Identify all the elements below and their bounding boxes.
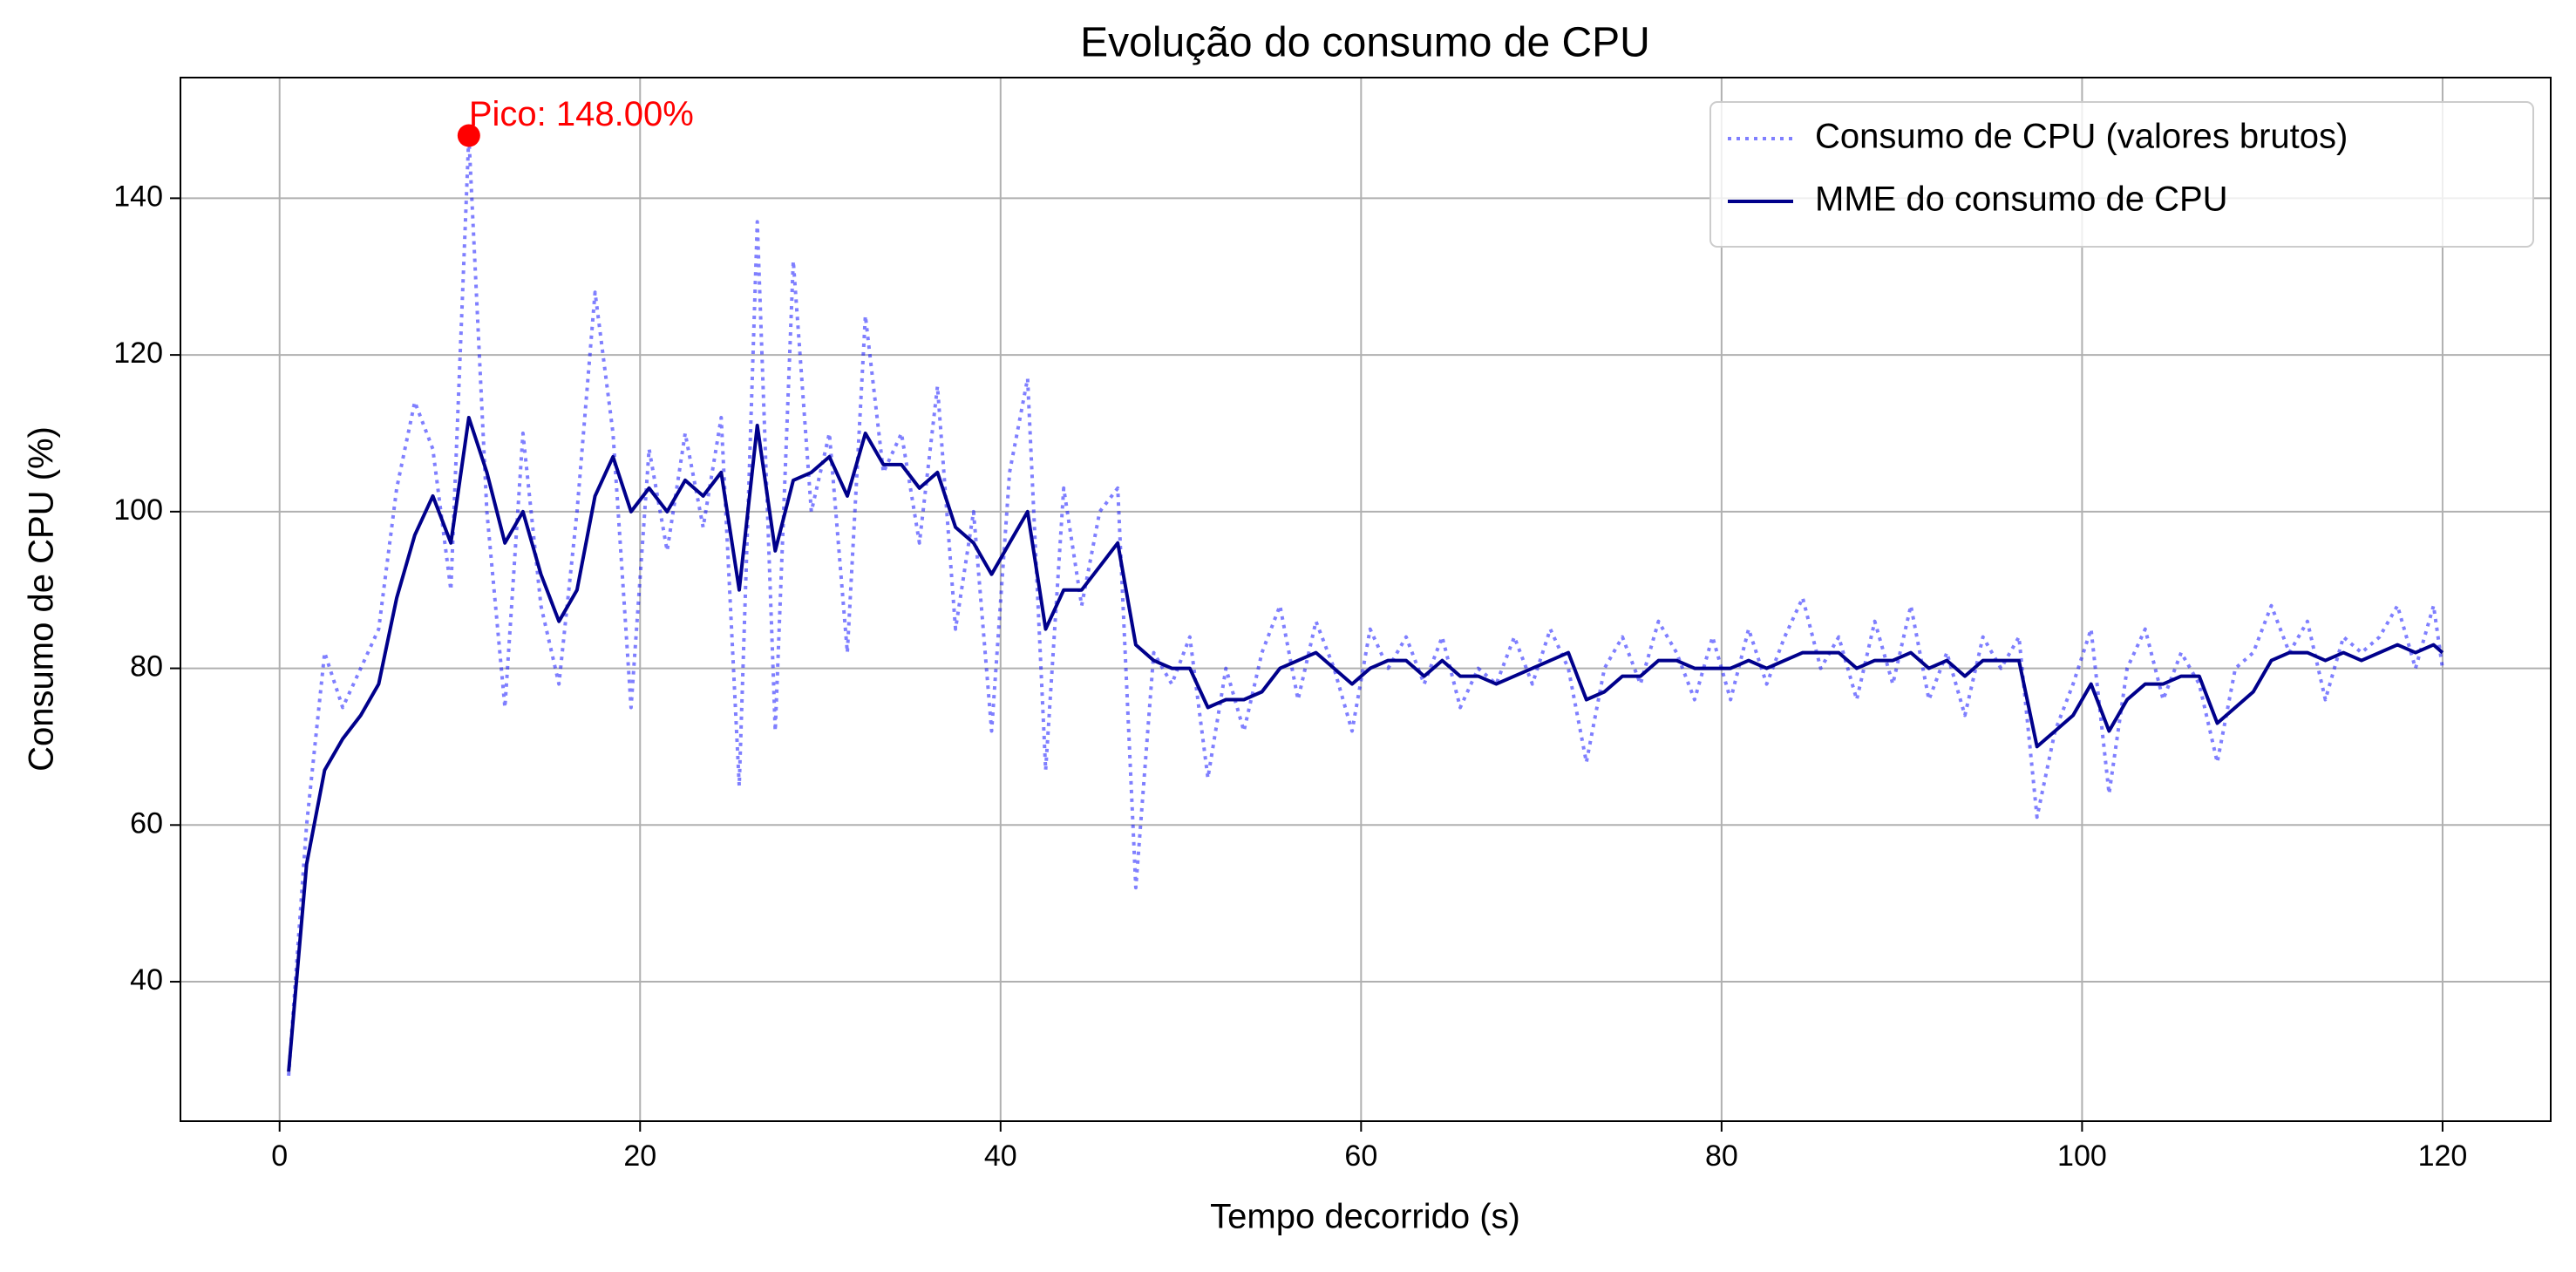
x-tick-label: 60 (1344, 1139, 1377, 1173)
y-tick-label: 140 (113, 180, 163, 213)
y-tick-label: 60 (130, 806, 163, 840)
line-series (287, 133, 2444, 1077)
x-tick-label: 40 (984, 1139, 1017, 1173)
y-tick-label: 100 (113, 493, 163, 527)
legend-label: MME do consumo de CPU (1815, 180, 2228, 219)
legend-label: Consumo de CPU (valores brutos) (1815, 118, 2348, 156)
x-tick-label: 20 (623, 1139, 656, 1173)
plot-frame (180, 77, 2552, 1122)
legend-box (1709, 101, 2534, 248)
y-tick-label: 80 (130, 650, 163, 684)
y-tick-label: 40 (130, 963, 163, 997)
x-axis-label: Tempo decorrido (s) (1210, 1198, 1520, 1236)
y-tick-label: 120 (113, 337, 163, 370)
x-tick-label: 0 (271, 1139, 288, 1173)
peak-marker (457, 124, 480, 147)
x-tick-label: 120 (2418, 1139, 2468, 1173)
x-tick-label: 80 (1705, 1139, 1738, 1173)
chart-title: Evolução do consumo de CPU (1080, 20, 1650, 66)
line-series (287, 416, 2444, 1072)
peak-annotation: Pico: 148.00% (469, 95, 694, 133)
x-tick-label: 100 (2057, 1139, 2107, 1173)
y-axis-label: Consumo de CPU (%) (23, 426, 61, 772)
